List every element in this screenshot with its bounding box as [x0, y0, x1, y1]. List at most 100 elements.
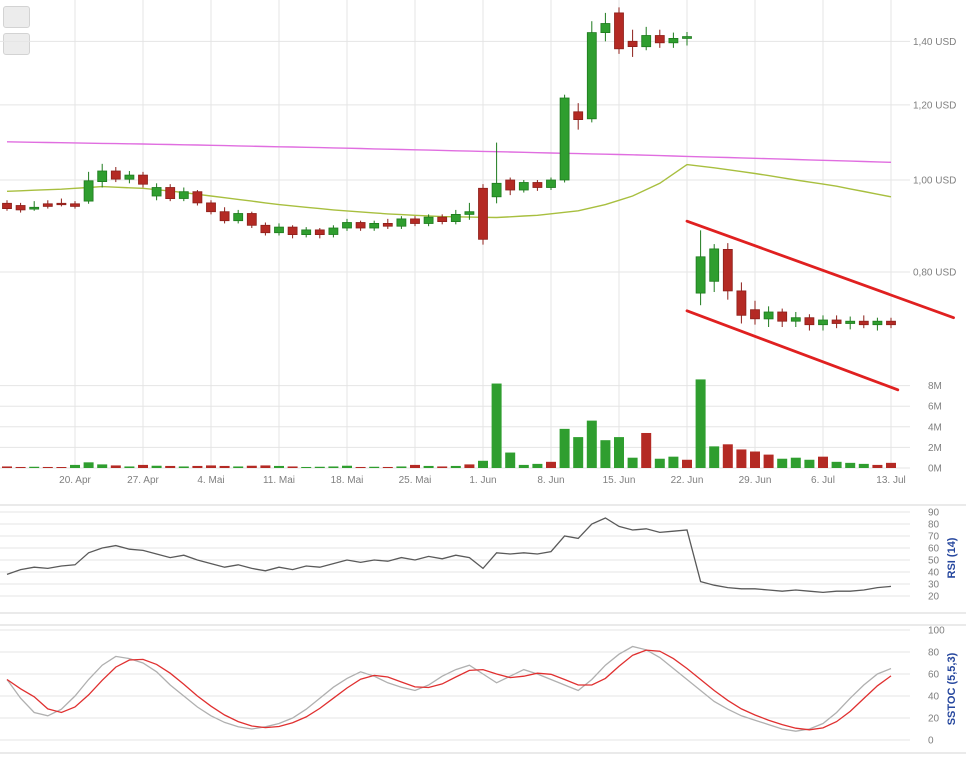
- indicator-axis-label: 50: [928, 556, 940, 567]
- candle: [654, 35, 665, 44]
- volume-bar: [206, 465, 216, 468]
- indicator-axis-label: 30: [928, 580, 940, 591]
- volume-axis-label: 6M: [928, 402, 942, 413]
- volume-bar: [559, 428, 570, 468]
- volume-bar: [491, 383, 502, 468]
- candle: [274, 226, 284, 234]
- volume-bar: [165, 465, 176, 468]
- volume-bar: [818, 456, 828, 468]
- candle: [518, 182, 529, 191]
- volume-axis-label: 4M: [928, 422, 942, 433]
- chart-nav-button-top[interactable]: [3, 6, 30, 28]
- indicator-axis-label: 0: [928, 736, 934, 747]
- volume-bar: [573, 437, 584, 468]
- candle: [831, 319, 842, 324]
- candle: [491, 182, 502, 198]
- candle: [423, 216, 434, 224]
- candle: [450, 213, 461, 222]
- candle: [478, 187, 488, 240]
- volume-bar: [192, 465, 203, 468]
- trend-channel-lower: [685, 309, 900, 392]
- volume-bar: [709, 446, 720, 468]
- volume-bar: [42, 466, 53, 468]
- date-label: 25. Mai: [399, 475, 432, 486]
- volume-bar: [750, 451, 760, 468]
- volume-bar: [233, 466, 244, 468]
- volume-bar: [151, 465, 162, 468]
- volume-bar: [410, 464, 420, 468]
- chart-nav-button-bottom[interactable]: [3, 33, 30, 55]
- candle: [124, 174, 135, 180]
- candle: [464, 211, 475, 215]
- candle: [763, 311, 774, 320]
- indicator-axis-label: 90: [928, 508, 940, 519]
- volume-bar: [260, 465, 271, 468]
- indicator-axis-label: 40: [928, 692, 940, 703]
- indicator-axis-label: 100: [928, 626, 945, 637]
- volume-bar: [97, 464, 108, 468]
- candle: [219, 211, 230, 222]
- stoch-d-line: [6, 649, 892, 731]
- price-volume-chart: 1,40 USD 1,20 USD 1,00 USD 0,80 USD 8M 6M 4M 2M…: [0, 0, 956, 486]
- candle: [722, 248, 733, 292]
- date-label: 4. Mai: [197, 475, 224, 486]
- volume-bar: [858, 463, 869, 468]
- volume-bar: [505, 452, 516, 468]
- volume-bar: [437, 466, 448, 468]
- ma-olive-line: [6, 163, 892, 219]
- volume-bar: [614, 437, 624, 468]
- date-label: 6. Jul: [811, 475, 835, 486]
- trend-channel-upper: [685, 219, 955, 320]
- volume-bar: [654, 458, 665, 468]
- volume-bar: [382, 466, 393, 468]
- volume-bar: [15, 466, 26, 468]
- candle: [858, 320, 869, 326]
- candle: [192, 191, 203, 204]
- candle: [382, 222, 393, 227]
- price-axis-label: 0,80 USD: [913, 267, 956, 278]
- date-label: 13. Jul: [876, 475, 905, 486]
- candle: [165, 187, 176, 200]
- grid: [0, 0, 910, 469]
- volume-bar: [804, 459, 815, 468]
- volume-bar: [736, 449, 747, 468]
- price-axis-label: 1,20 USD: [913, 100, 956, 111]
- volume-bar: [478, 460, 488, 468]
- volume-bar: [682, 459, 692, 468]
- volume-bar: [872, 464, 883, 468]
- candle: [110, 170, 121, 180]
- volume-bar: [722, 444, 733, 468]
- date-label: 1. Jun: [469, 475, 496, 486]
- volume-axis-label: 0M: [928, 464, 942, 475]
- candle: [369, 222, 380, 229]
- candle: [777, 311, 788, 322]
- candle: [83, 180, 94, 202]
- volume-bar: [83, 462, 94, 468]
- volume-bar: [287, 466, 298, 468]
- indicator-axis-label: 20: [928, 714, 940, 725]
- candle: [437, 216, 448, 223]
- candle: [790, 317, 801, 322]
- candle: [151, 187, 162, 197]
- date-label: 20. Apr: [59, 475, 91, 486]
- indicator-axis-label: 60: [928, 544, 940, 555]
- volume-bar: [138, 464, 148, 468]
- indicator-axis-label: 40: [928, 568, 940, 579]
- volume-bar: [586, 420, 597, 468]
- date-label: 18. Mai: [331, 475, 364, 486]
- volume-axis-label: 2M: [928, 443, 942, 454]
- volume-bar: [355, 466, 366, 468]
- volume-bar: [777, 458, 788, 468]
- candle: [15, 205, 26, 211]
- volume-bar: [274, 465, 284, 468]
- volume-bar: [627, 457, 638, 468]
- candle: [246, 213, 257, 226]
- volume-bar: [70, 464, 80, 468]
- candle: [178, 191, 189, 199]
- date-label: 11. Mai: [263, 475, 295, 486]
- volume-bar: [532, 463, 543, 468]
- candle: [70, 203, 80, 207]
- volume-axis-label: 8M: [928, 381, 942, 392]
- volume-bar: [763, 454, 774, 468]
